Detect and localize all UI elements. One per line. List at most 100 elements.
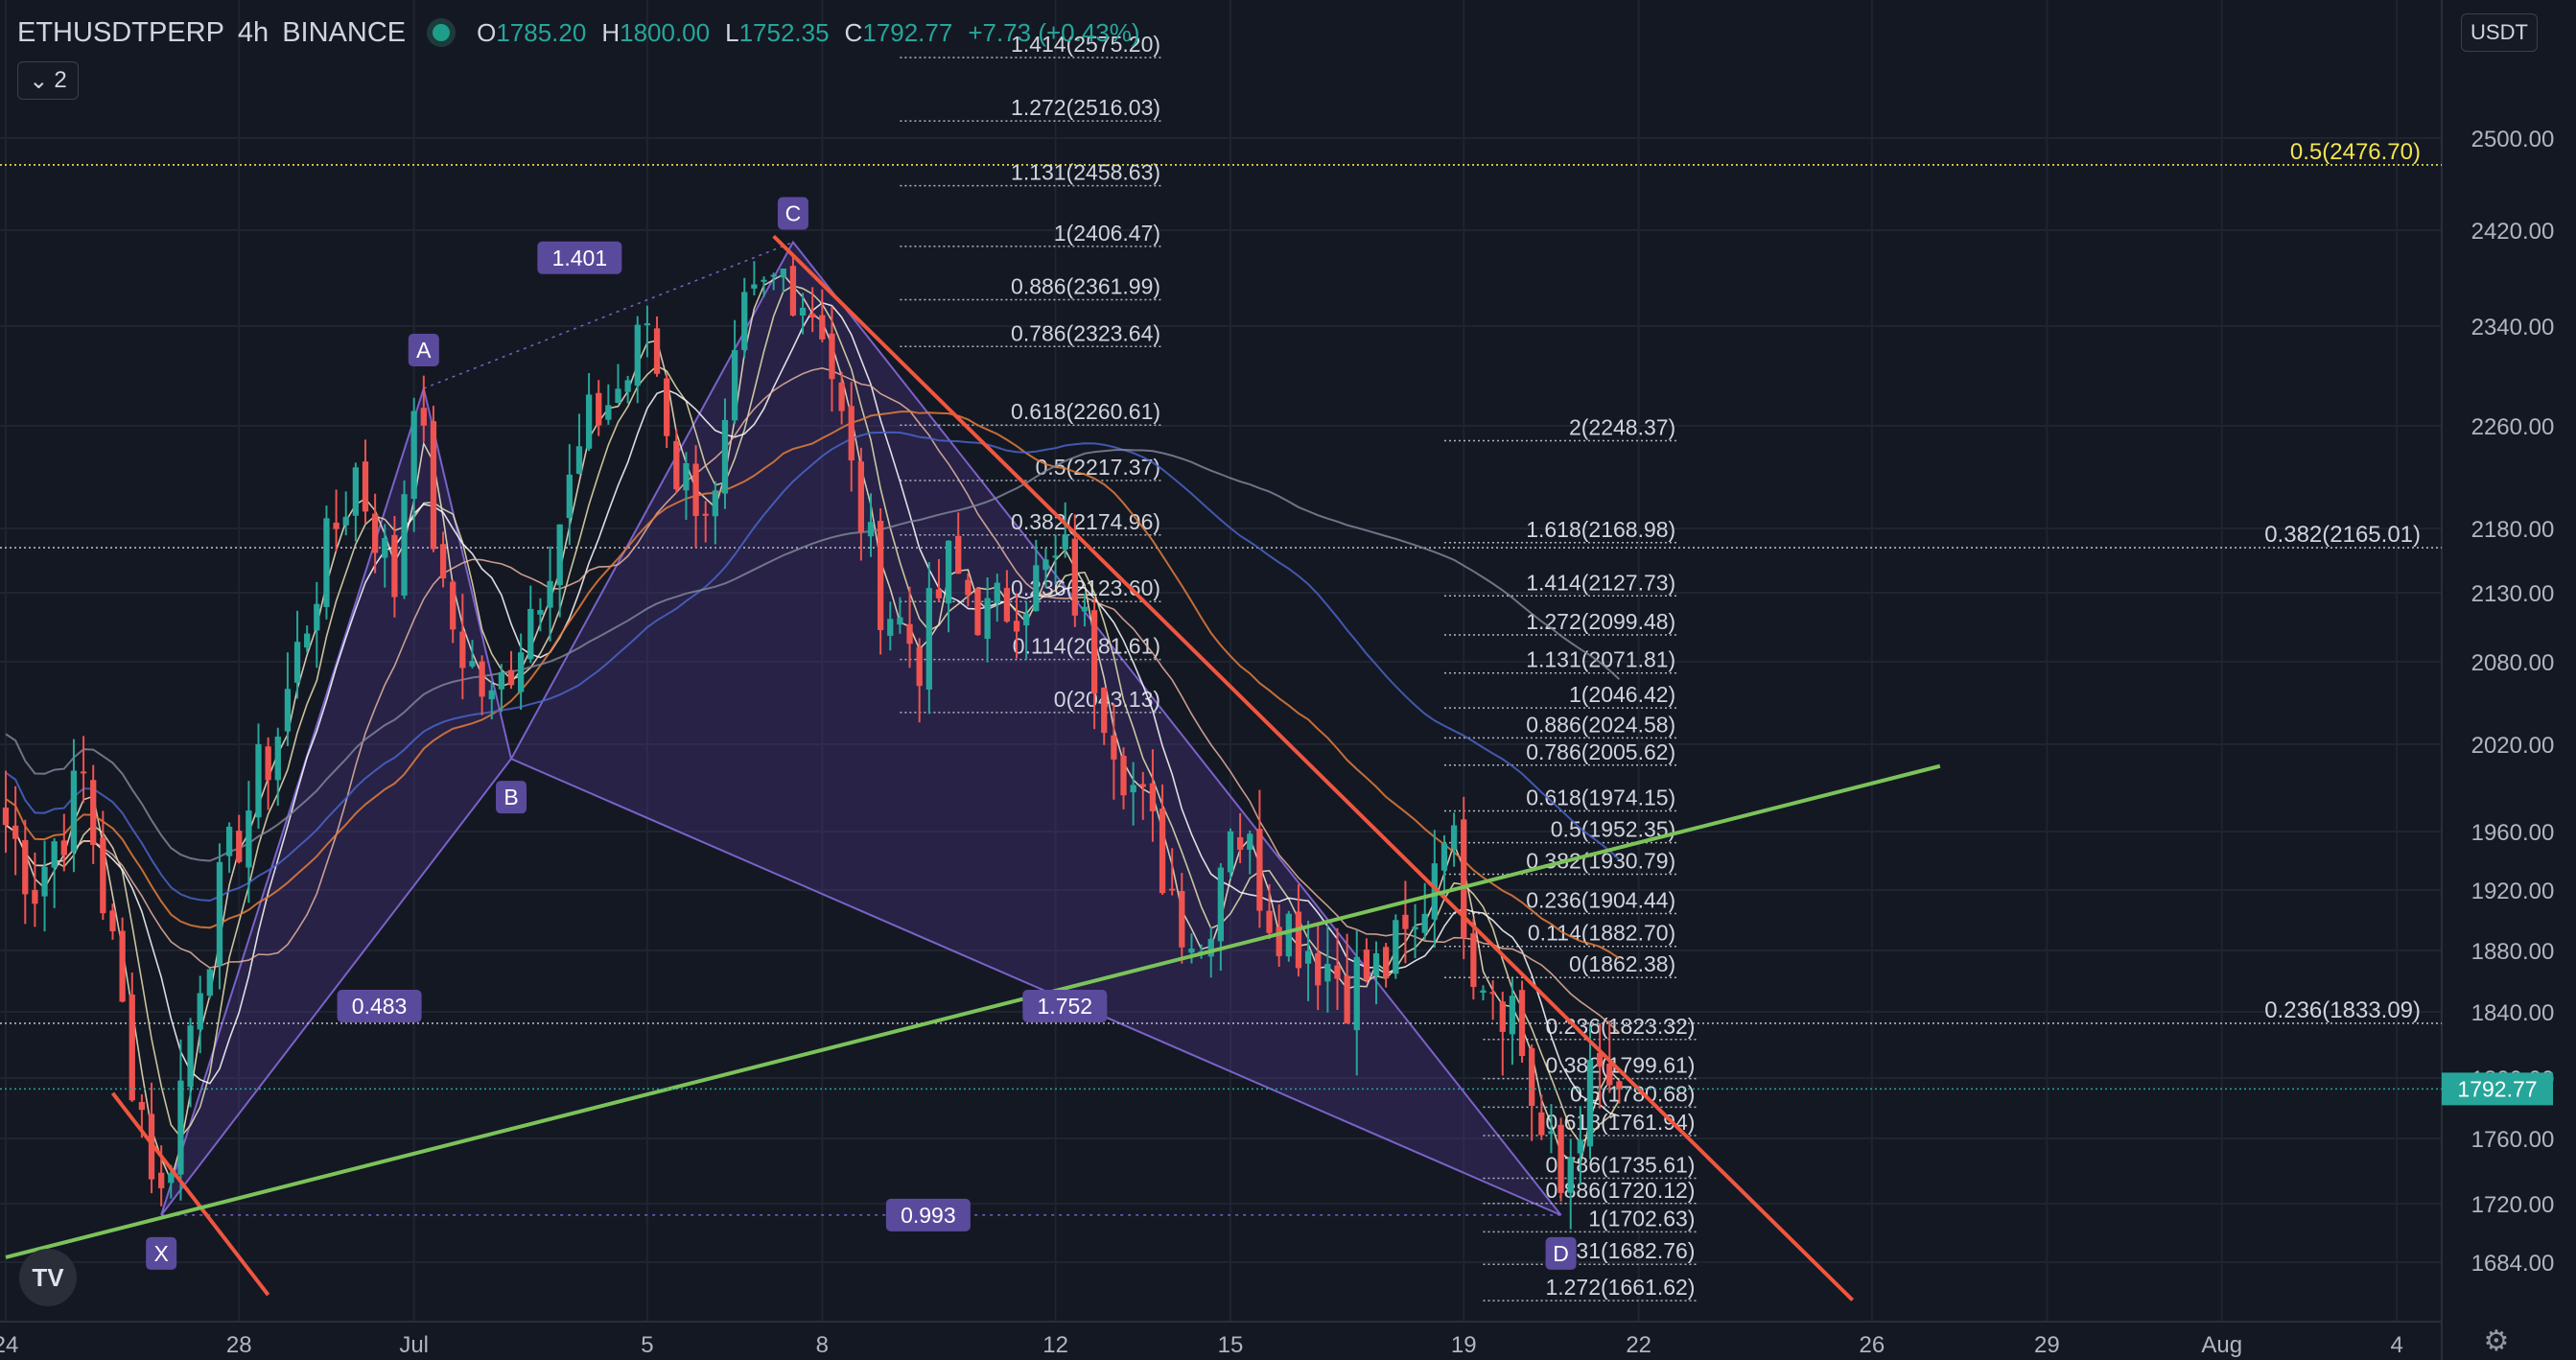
candle-body: [304, 633, 311, 648]
candle-body: [51, 841, 58, 868]
indicators-toggle-button[interactable]: ⌄ 2: [17, 61, 79, 100]
price-tick-label: 2180.00: [2471, 517, 2555, 543]
candle-body: [809, 313, 816, 318]
candle-body: [479, 661, 485, 697]
fib-mid-label: 1.131(2071.81): [1526, 647, 1675, 672]
candle-body: [1236, 836, 1244, 851]
pattern-point-a-badge: [408, 334, 439, 366]
time-tick-label: Aug: [2201, 1332, 2242, 1358]
candle-body: [197, 993, 203, 1030]
candle-body: [1567, 1158, 1574, 1193]
open-label: O: [477, 17, 497, 47]
tradingview-logo[interactable]: TV: [19, 1249, 77, 1306]
candle-body: [323, 518, 330, 607]
candle-body: [1276, 926, 1282, 956]
price-tick-label: 2080.00: [2471, 650, 2555, 676]
candle-body: [547, 580, 553, 608]
candle-body: [527, 608, 534, 660]
candle-body: [624, 380, 631, 392]
fib-lower-label: 0.382(1799.61): [1545, 1053, 1695, 1078]
currency-button[interactable]: USDT: [2461, 13, 2538, 52]
candle-body: [1538, 1112, 1545, 1136]
candle-body: [1101, 687, 1108, 734]
candle-body: [70, 770, 78, 852]
interval[interactable]: 4h: [237, 16, 269, 48]
price-tick-label: 2130.00: [2471, 581, 2555, 607]
candle-body: [206, 969, 213, 997]
fib-right-label: 0.236(1833.09): [2264, 997, 2421, 1023]
candle-body: [556, 524, 563, 586]
low-label: L: [725, 17, 739, 47]
candle-body: [450, 581, 457, 630]
candle-body: [1344, 975, 1350, 1024]
time-axis[interactable]: 24 28 Jul 5 8 12 15 19 22 26 29 Aug 4: [0, 1332, 2403, 1358]
candle-body: [751, 284, 758, 289]
candle-body: [1295, 911, 1302, 969]
candle-body: [984, 598, 991, 640]
price-tick-label: 1880.00: [2471, 939, 2555, 965]
candle-body: [741, 292, 748, 351]
fib-right-label: 0.5(2476.70): [2290, 139, 2421, 165]
candle-body: [1139, 784, 1146, 787]
candle-body: [1421, 913, 1428, 933]
candle-body: [1013, 621, 1020, 632]
candle-body: [1003, 588, 1011, 622]
pattern-ratio-badge: [337, 990, 422, 1023]
candle-body: [1586, 1060, 1594, 1147]
fib-upper-label: 1.131(2458.63): [1011, 160, 1160, 185]
candle-body: [857, 461, 865, 532]
candle-body: [177, 1080, 184, 1175]
time-tick-label: 26: [1860, 1332, 1885, 1358]
pattern-ratio: 1.752: [1038, 994, 1093, 1019]
fib-upper-label: 1.272(2516.03): [1011, 95, 1160, 120]
candle-body: [1616, 1081, 1623, 1090]
candle-body: [1431, 863, 1438, 920]
candle-body: [819, 315, 826, 340]
symbol-name[interactable]: ETHUSDTPERP: [17, 16, 224, 48]
candle-body: [1557, 1124, 1564, 1193]
candle-body: [1207, 938, 1214, 957]
candle-body: [1111, 735, 1117, 760]
fib-right-label: 0.382(2165.01): [2264, 522, 2421, 548]
candle-body: [1606, 1064, 1613, 1086]
candle-body: [1159, 809, 1166, 894]
candle-body: [1130, 785, 1136, 793]
candle-body: [1081, 606, 1089, 612]
candle-body: [1247, 833, 1253, 850]
candle-body: [518, 652, 525, 692]
pattern-point-x-badge: [146, 1236, 177, 1270]
candle-body: [994, 582, 1000, 604]
fib-upper-label: 1.414(2575.20): [1011, 32, 1160, 57]
candle-body: [236, 831, 243, 862]
candle-body: [1470, 933, 1477, 987]
candle-body: [1304, 950, 1312, 964]
time-tick-label: Jul: [399, 1332, 429, 1358]
fib-lower-label: 0.236(1823.32): [1545, 1014, 1695, 1039]
pattern-ratio-badge: [1022, 990, 1108, 1023]
candle-body: [1090, 610, 1098, 694]
price-tick-label: 2500.00: [2471, 127, 2555, 152]
candle-body: [634, 324, 641, 387]
pattern-labels: X A B C D 0.483 1.401 1.752 0.993: [146, 197, 1577, 1270]
candle-body: [1412, 926, 1418, 930]
high-value: 1800.00: [620, 17, 711, 47]
price-axis[interactable]: 1684.001720.001760.001800.001840.001880.…: [0, 127, 2554, 1277]
candle-body: [1461, 819, 1467, 938]
pattern-triangle-xab: [160, 385, 513, 1216]
pattern-point-b-badge: [496, 781, 527, 814]
candle-body: [1383, 947, 1390, 979]
candle-body: [333, 522, 340, 529]
candle-body: [799, 307, 807, 317]
candle-body: [109, 910, 116, 931]
pattern-point-a: A: [416, 338, 432, 363]
candle-body: [1227, 831, 1234, 873]
gear-icon[interactable]: ⚙: [2483, 1325, 2510, 1357]
time-tick-label: 4: [2391, 1332, 2403, 1358]
candle-body: [41, 866, 48, 897]
candle-body: [1353, 956, 1360, 1031]
pattern-ratio: 1.401: [552, 246, 608, 270]
pattern-diagonal: [510, 758, 1561, 1216]
candle-body: [439, 544, 447, 579]
candle-body: [100, 837, 106, 914]
